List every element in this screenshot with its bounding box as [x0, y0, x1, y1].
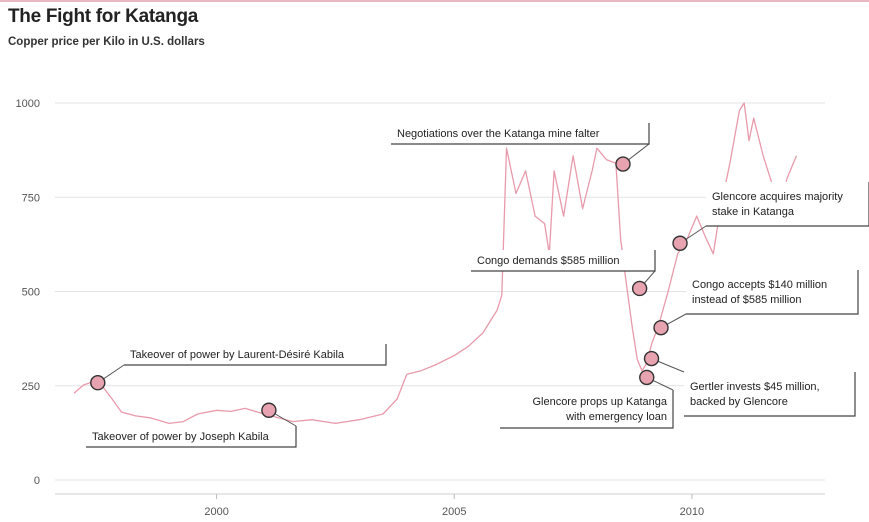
y-tick-label: 500 — [22, 287, 40, 299]
y-tick-label: 1000 — [16, 98, 40, 110]
annotation-box — [686, 270, 858, 314]
annotation-box — [86, 426, 296, 447]
y-tick-label: 250 — [22, 381, 40, 393]
annotation-callout: Glencore props up Katanga with emergency … — [500, 390, 674, 429]
event-marker — [672, 235, 688, 251]
event-marker — [643, 350, 660, 367]
event-markers — [90, 156, 688, 418]
annotation-box — [500, 390, 673, 428]
price-line-layer — [73, 102, 798, 425]
annotation-text: Gertler invests $45 million, — [690, 381, 820, 393]
annotation-callout: Takeover of power by Laurent-Désiré Kabi… — [124, 344, 387, 366]
annotation-callout: Gertler invests $45 million, backed by Gl… — [684, 372, 856, 417]
chart-title: The Fight for Katanga — [8, 6, 199, 27]
y-tick-label: 0 — [34, 475, 40, 487]
x-tick-label: 2000 — [204, 506, 228, 518]
x-tick-label: 2005 — [442, 506, 466, 518]
annotation-callout: Congo demands $585 million — [471, 250, 656, 272]
event-marker — [653, 319, 669, 336]
annotation-box — [124, 344, 386, 365]
annotations: Takeover of power by Laurent-Désiré Kabi… — [86, 123, 869, 448]
annotation-border — [124, 344, 387, 366]
annotation-border — [684, 372, 856, 417]
annotation-border — [86, 426, 297, 448]
copper-price-line — [73, 102, 798, 425]
annotation-text: Glencore acquires majority — [712, 191, 843, 203]
annotation-box — [706, 182, 869, 226]
annotation-border — [471, 250, 656, 272]
annotation-border — [500, 390, 674, 429]
annotation-callout: Negotiations over the Katanga mine falte… — [391, 123, 650, 145]
annotation-box — [471, 250, 655, 271]
event-marker — [615, 156, 631, 172]
annotation-box — [391, 123, 649, 144]
annotation-callout: Takeover of power by Joseph Kabila — [86, 426, 297, 448]
annotation-text: Congo demands $585 million — [477, 255, 619, 267]
annotation-text: with emergency loan — [565, 411, 667, 423]
event-marker — [639, 369, 655, 386]
annotation-border — [706, 182, 869, 227]
annotation-callout: Congo accepts $140 million instead of $58… — [686, 270, 859, 315]
annotation-text: instead of $585 million — [692, 294, 801, 306]
chart-subtitle: Copper price per Kilo in U.S. dollars — [8, 36, 205, 48]
annotation-box — [684, 372, 855, 416]
annotation-border — [686, 270, 859, 315]
annotation-text: Congo accepts $140 million — [692, 279, 827, 291]
event-marker — [261, 402, 277, 418]
leader-lines — [97, 143, 707, 427]
annotation-text: stake in Katanga — [712, 206, 795, 218]
annotation-text: Takeover of power by Laurent-Désiré Kabi… — [130, 349, 345, 361]
annotation-text: Glencore props up Katanga — [532, 396, 667, 408]
top-rule — [0, 0, 869, 2]
event-marker — [90, 375, 106, 391]
event-marker — [631, 280, 648, 297]
annotation-text: backed by Glencore — [690, 396, 788, 408]
annotation-callout: Glencore acquires majority stake in Katan… — [706, 182, 869, 227]
annotation-text: Negotiations over the Katanga mine falte… — [397, 128, 600, 140]
tick-labels: 0 250 500 750 1000 2000 2005 2010 — [16, 98, 705, 518]
annotation-border — [391, 123, 650, 145]
y-tick-label: 750 — [22, 192, 40, 204]
x-tick-label: 2010 — [680, 506, 704, 518]
annotation-text: Takeover of power by Joseph Kabila — [92, 431, 270, 443]
